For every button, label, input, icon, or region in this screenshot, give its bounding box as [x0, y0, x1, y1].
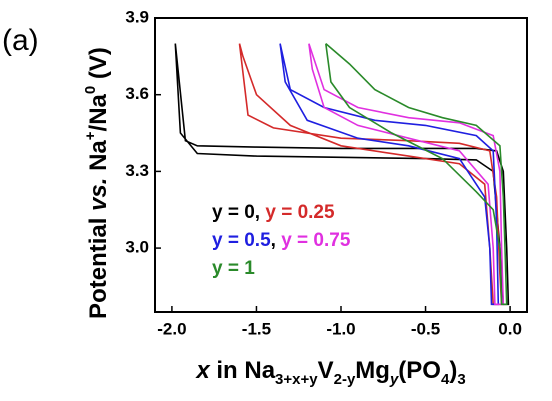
x-tick-label: -1.0 [326, 319, 355, 338]
x-tick-label: -2.0 [157, 319, 186, 338]
label-part: 0 [82, 86, 99, 94]
y-tick-label: 3.0 [125, 238, 149, 257]
series-line [325, 42, 508, 306]
label-part: 4 [441, 371, 450, 388]
legend-entry: y = 1 [212, 258, 255, 279]
y-axis-label: Potential vs. Na+/Na0 (V) [82, 47, 112, 319]
label-part: ) [449, 357, 457, 384]
series-line [174, 43, 510, 306]
label-part: 2-y [334, 371, 356, 388]
legend-row: y = 1 [212, 258, 255, 279]
legend-entry: y = 0.5 [212, 230, 271, 251]
x-tick-label: -0.5 [411, 319, 440, 338]
label-part: Potential [85, 211, 112, 319]
legend-separator: , [271, 230, 276, 251]
label-part: Na [85, 140, 112, 178]
x-tick-label: 0.0 [498, 319, 522, 338]
legend-row: y = 0.5, y = 0.75 [212, 230, 351, 251]
legend-separator: , [255, 202, 260, 223]
y-tick-label: 3.6 [125, 84, 149, 103]
x-axis-label: x in Na3+x+yV2-yMgy(PO4)3 [194, 357, 465, 388]
label-part: vs. [85, 178, 112, 211]
label-part: V [318, 357, 334, 384]
label-part: x [194, 357, 211, 384]
label-part: 3+x+y [275, 371, 318, 388]
label-part: (PO [398, 357, 441, 384]
series-line [279, 43, 500, 306]
label-part: 3 [457, 371, 465, 388]
label-part: in Na [210, 357, 276, 384]
y-tick-label: 3.3 [125, 161, 149, 180]
legend-entry: y = 0 [212, 202, 255, 223]
series-line [308, 43, 505, 306]
series-line [238, 43, 503, 306]
label-part: + [82, 131, 99, 140]
y-tick-label: 3.9 [125, 7, 149, 26]
label-part: Mg [355, 357, 390, 384]
label-part: (V) [85, 47, 112, 86]
label-part: /Na [85, 93, 112, 131]
legend-entry: y = 0.75 [281, 230, 351, 251]
legend-entry: y = 0.25 [265, 202, 335, 223]
legend-row: y = 0, y = 0.25 [212, 202, 335, 223]
panel-label: (a) [2, 24, 39, 57]
label-part: y [389, 371, 399, 388]
x-tick-label: -1.5 [242, 319, 271, 338]
